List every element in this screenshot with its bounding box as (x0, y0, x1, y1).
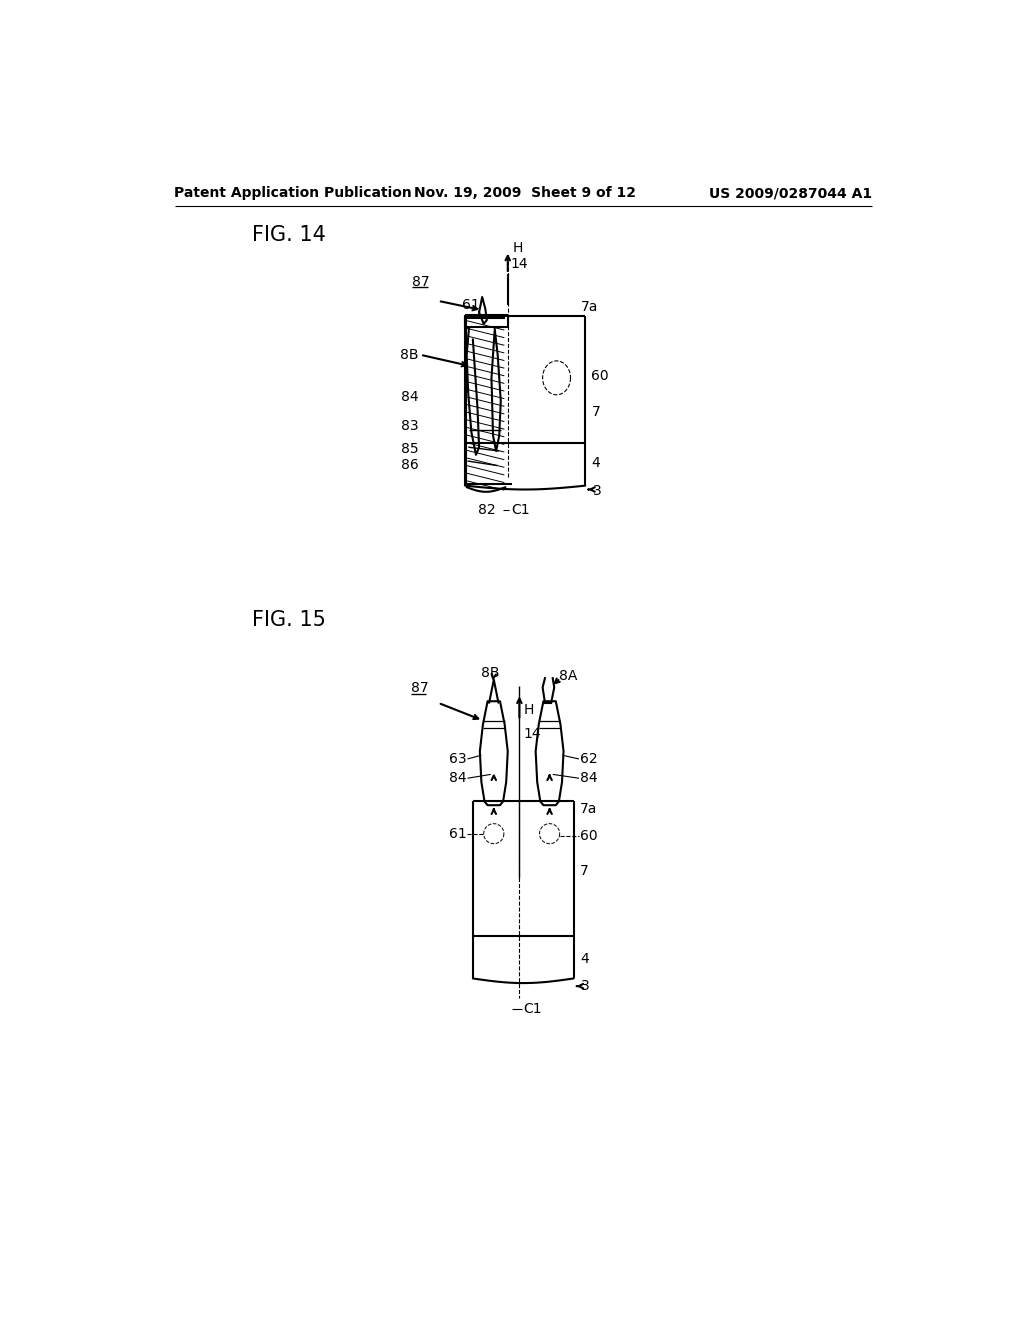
Text: 84: 84 (401, 391, 419, 404)
Text: 86: 86 (400, 458, 419, 471)
Text: 4: 4 (580, 952, 589, 966)
Text: 7: 7 (592, 405, 600, 420)
Text: 4: 4 (592, 455, 600, 470)
Text: 61: 61 (449, 826, 467, 841)
Text: 60: 60 (580, 829, 597, 843)
Text: Patent Application Publication: Patent Application Publication (174, 186, 413, 201)
Text: US 2009/0287044 A1: US 2009/0287044 A1 (709, 186, 872, 201)
Text: 83: 83 (401, 420, 419, 433)
Text: 84: 84 (580, 771, 597, 785)
Text: FIG. 14: FIG. 14 (252, 226, 326, 246)
Text: 3: 3 (582, 979, 590, 993)
Text: 87: 87 (411, 681, 428, 696)
Text: 7a: 7a (582, 300, 599, 314)
Text: 3: 3 (593, 484, 602, 498)
Text: 85: 85 (401, 442, 419, 457)
Text: 14: 14 (511, 257, 528, 271)
Text: 61: 61 (463, 298, 480, 312)
Text: 60: 60 (592, 370, 609, 383)
Text: C1: C1 (523, 1002, 542, 1016)
Text: 63: 63 (450, 752, 467, 766)
Text: 8B: 8B (400, 347, 419, 362)
Text: 7a: 7a (580, 803, 597, 816)
Text: 14: 14 (523, 726, 541, 741)
Text: 7: 7 (580, 863, 589, 878)
Text: H: H (523, 704, 534, 718)
Text: 8A: 8A (559, 669, 578, 682)
Text: 82: 82 (478, 503, 496, 517)
Text: H: H (512, 242, 523, 256)
Text: 62: 62 (580, 752, 597, 766)
Text: FIG. 15: FIG. 15 (252, 610, 326, 631)
Text: C1: C1 (511, 503, 529, 517)
Text: 87: 87 (413, 275, 430, 289)
Text: 84: 84 (450, 771, 467, 785)
Text: 8B: 8B (480, 665, 499, 680)
Text: Nov. 19, 2009  Sheet 9 of 12: Nov. 19, 2009 Sheet 9 of 12 (414, 186, 636, 201)
